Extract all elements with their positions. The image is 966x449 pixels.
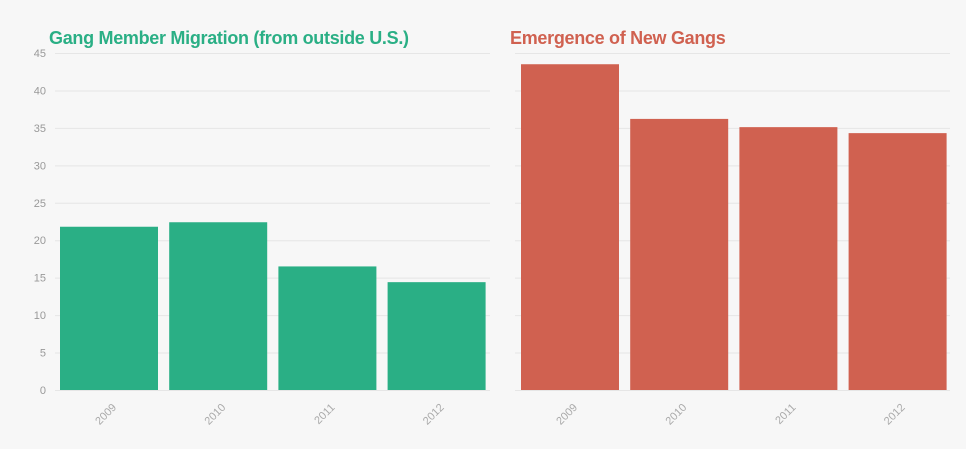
x-tick-label: 2011 bbox=[312, 402, 337, 427]
x-tick-label: 2012 bbox=[882, 402, 908, 428]
x-tick-label: 2010 bbox=[203, 402, 229, 428]
x-tick-label: 2011 bbox=[773, 402, 798, 427]
chart-title-migration: Gang Member Migration (from outside U.S.… bbox=[49, 28, 409, 48]
y-tick-label: 15 bbox=[34, 273, 46, 285]
bar-2009 bbox=[521, 64, 619, 390]
y-tick-label: 10 bbox=[34, 310, 46, 322]
bar-2010 bbox=[630, 118, 729, 390]
bar-2012 bbox=[848, 133, 947, 390]
bar-2012 bbox=[387, 282, 486, 390]
y-tick-label: 0 bbox=[40, 385, 46, 397]
y-tick-label: 20 bbox=[34, 235, 46, 247]
x-tick-label: 2009 bbox=[93, 402, 119, 428]
x-tick-label: 2010 bbox=[664, 402, 690, 428]
y-tick-label: 35 bbox=[34, 123, 46, 135]
bar-2011 bbox=[278, 266, 377, 390]
y-tick-label: 45 bbox=[34, 48, 46, 60]
y-tick-label: 40 bbox=[34, 85, 46, 97]
bar-2011 bbox=[739, 127, 838, 390]
y-tick-label: 30 bbox=[34, 160, 46, 172]
bar-2010 bbox=[169, 222, 268, 390]
y-tick-label: 25 bbox=[34, 198, 46, 210]
chart-title-new-gangs: Emergence of New Gangs bbox=[510, 28, 726, 48]
y-tick-label: 5 bbox=[40, 348, 46, 360]
x-tick-label: 2009 bbox=[554, 402, 580, 428]
x-tick-label: 2012 bbox=[421, 402, 447, 428]
bar-2009 bbox=[60, 226, 158, 390]
